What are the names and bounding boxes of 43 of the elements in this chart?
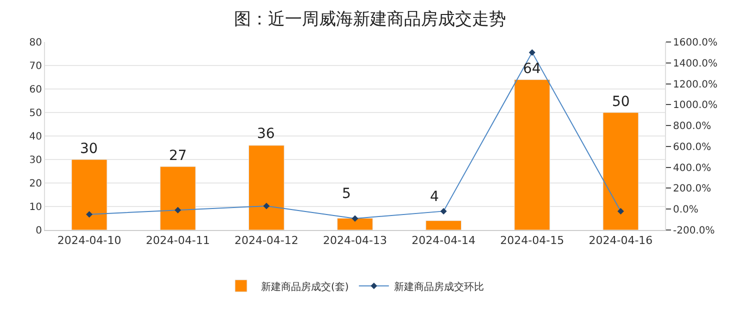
x-tick-label: 2024-04-10: [57, 234, 122, 248]
data-label: 30: [80, 141, 98, 157]
y2-tick-label: 800.0%: [673, 121, 712, 132]
y-tick-label: 50: [29, 108, 42, 119]
y-tick-label: 10: [29, 202, 42, 213]
bar: [71, 159, 108, 230]
y-tick-label: 70: [29, 61, 42, 72]
y2-tick-label: 1000.0%: [673, 100, 718, 112]
y2-tick-label: 1400.0%: [673, 58, 718, 70]
bar: [514, 79, 550, 230]
y2-tick-label: 1200.0%: [673, 79, 718, 90]
x-tick-label: 2024-04-12: [234, 234, 298, 248]
bar: [426, 220, 462, 230]
y-tick-label: 20: [29, 178, 42, 190]
y2-tick-label: -200.0%: [673, 226, 715, 236]
x-tick-label: 2024-04-11: [146, 234, 210, 248]
y2-tick-label: 0.0%: [673, 204, 698, 216]
y-tick-label: 30: [29, 155, 42, 166]
bar: [248, 145, 284, 230]
y2-tick-label: 600.0%: [673, 142, 712, 153]
data-label: 27: [169, 148, 187, 164]
x-tick-label: 2024-04-13: [323, 234, 387, 248]
y2-tick-label: 1600.0%: [673, 38, 718, 48]
bar: [337, 218, 373, 230]
data-label: 5: [342, 186, 351, 202]
data-label: 64: [523, 61, 541, 77]
y-tick-label: 60: [29, 84, 42, 96]
x-tick-label: 2024-04-16: [588, 234, 653, 248]
y-tick-label: 40: [29, 132, 42, 142]
y-tick-label: 80: [29, 38, 42, 48]
legend-label: 新建商品房成交(套): [261, 280, 349, 293]
data-label: 36: [257, 126, 275, 142]
legend-label: 新建商品房成交环比: [394, 280, 484, 293]
bar: [160, 166, 196, 230]
x-tick-label: 2024-04-14: [412, 234, 476, 248]
data-label: 50: [612, 94, 630, 110]
data-label: 4: [430, 189, 439, 205]
chart-title: 图：近一周威海新建商品房成交走势: [234, 9, 506, 30]
bar: [602, 112, 639, 230]
y-tick-label: 0: [36, 226, 42, 236]
y2-tick-label: 200.0%: [673, 184, 712, 195]
x-tick-label: 2024-04-15: [500, 234, 564, 248]
y2-tick-label: 400.0%: [673, 162, 712, 174]
